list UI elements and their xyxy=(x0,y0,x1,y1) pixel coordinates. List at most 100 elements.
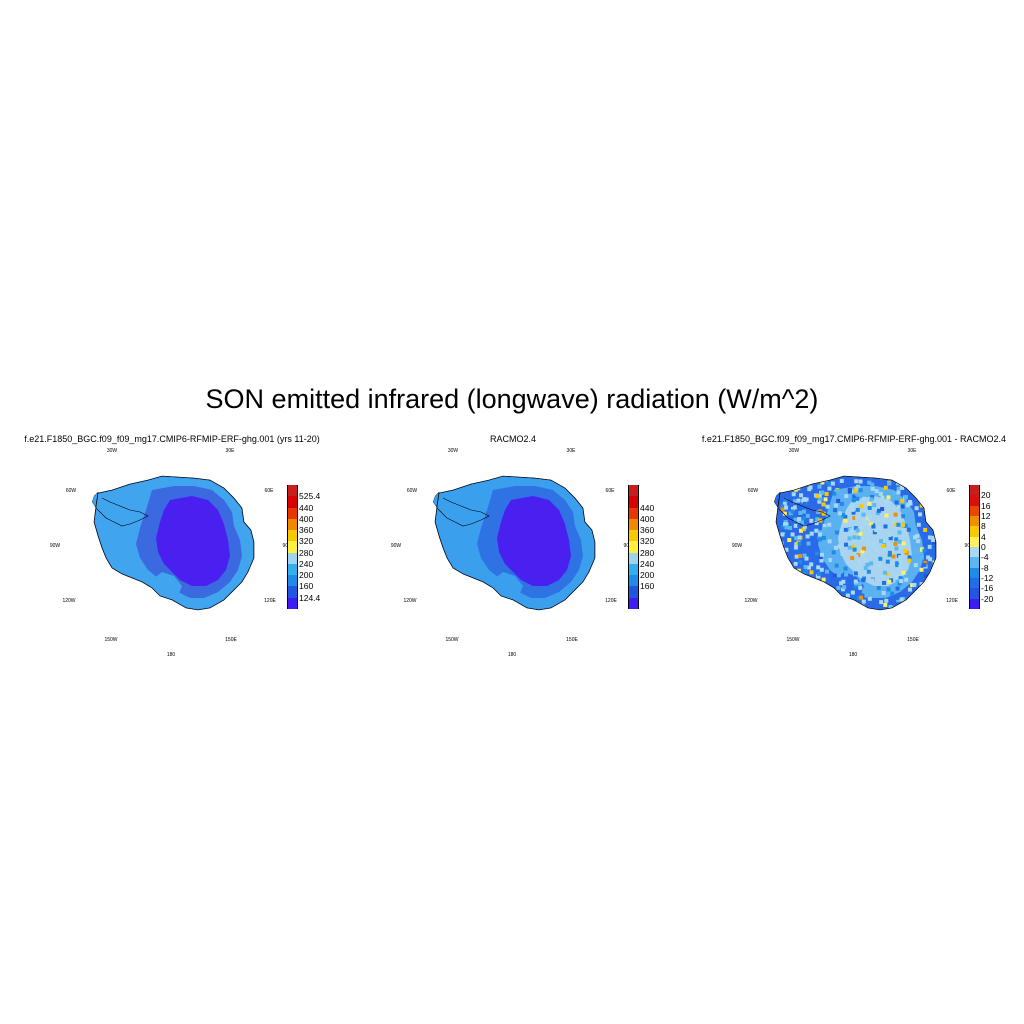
map-pixel xyxy=(818,537,823,542)
map-pixel xyxy=(911,596,916,601)
map-pixel xyxy=(815,517,820,522)
map-pixel xyxy=(798,510,803,515)
map-pixel xyxy=(907,555,912,560)
map-pixel xyxy=(794,536,799,541)
colorbar-label: 280 xyxy=(640,547,655,558)
colorbar-label: 4 xyxy=(981,531,986,542)
map-pixel xyxy=(926,555,931,560)
map-pixel xyxy=(901,541,906,546)
map-pixel xyxy=(896,486,901,491)
map-pixel xyxy=(822,523,827,528)
map-pixel xyxy=(790,509,795,514)
colorbar-label: 360 xyxy=(640,525,655,536)
longitude-label: 180 xyxy=(166,652,176,658)
colorbar-swatch xyxy=(969,536,980,548)
map-pixel xyxy=(899,604,904,609)
map-pixel xyxy=(913,591,918,596)
map-pixel xyxy=(878,491,883,496)
longitude-label: 60E xyxy=(605,488,615,494)
longitude-label: 150W xyxy=(445,637,459,643)
map-pixel xyxy=(806,581,811,586)
panel-title: f.e21.F1850_BGC.f09_f09_mg17.CMIP6-RFMIP… xyxy=(24,434,320,444)
map-ronne-shelf xyxy=(106,534,132,558)
map-pixel xyxy=(814,528,819,533)
map-pixel xyxy=(830,481,835,486)
map-pixel xyxy=(783,520,788,525)
map-pixel xyxy=(856,535,861,540)
map-pixel xyxy=(914,506,919,511)
panel-title: RACMO2.4 xyxy=(489,434,536,444)
longitude-label: 150E xyxy=(566,637,578,643)
map-pixel xyxy=(863,565,868,570)
colorbar-swatch xyxy=(287,507,298,520)
map-pixel xyxy=(798,594,803,599)
map-pixel xyxy=(869,561,874,566)
map-pixel xyxy=(836,488,841,493)
map-pixel xyxy=(854,491,859,496)
map-pixel xyxy=(802,501,807,506)
map-pixel xyxy=(787,486,792,491)
map-pixel xyxy=(924,588,929,593)
map-pixel xyxy=(850,590,855,595)
map-pixel xyxy=(847,545,852,550)
map-pixel xyxy=(887,481,892,486)
colorbar-label: 124.4 xyxy=(299,592,321,603)
colorbar-swatch xyxy=(628,518,639,531)
map-pixel xyxy=(808,485,813,490)
map-pixel xyxy=(802,524,807,529)
map-pixel xyxy=(874,548,879,553)
map-pixel xyxy=(814,521,819,526)
map-pixel xyxy=(791,478,796,483)
map-pixel xyxy=(922,500,927,505)
map-pixel xyxy=(916,522,921,527)
colorbar-swatch xyxy=(287,541,298,554)
colorbar-label: 0 xyxy=(981,542,986,552)
map-pixel xyxy=(791,492,796,497)
colorbar-swatch xyxy=(969,557,980,569)
map-pixel xyxy=(858,606,863,610)
map-pixel xyxy=(839,501,844,506)
colorbar: -20 -16 -12 -8 -4 0 4 8 12 16 20 xyxy=(969,485,1009,610)
map-pixel xyxy=(898,560,903,565)
map-pixel xyxy=(801,527,806,532)
map-pixel xyxy=(873,591,878,596)
colorbar-label: 200 xyxy=(299,570,314,581)
map-pixel xyxy=(817,499,822,504)
map-pixel xyxy=(831,550,836,555)
map-pixel xyxy=(900,486,905,491)
longitude-label: 60W xyxy=(747,488,759,494)
map-pixel xyxy=(900,568,905,573)
peninsula-coastline xyxy=(774,491,831,527)
map-pixel xyxy=(856,532,861,537)
map-pixel xyxy=(800,479,805,484)
map-pixel xyxy=(820,480,825,485)
map-pixel xyxy=(852,515,857,520)
map-pixel xyxy=(787,600,792,605)
map-pixel xyxy=(885,555,890,560)
map-pixel xyxy=(793,517,798,522)
map-pixel xyxy=(827,522,832,527)
colorbar-label: -16 xyxy=(981,583,994,594)
map-pixel xyxy=(843,518,848,523)
map-pixel xyxy=(817,493,822,498)
map-pixel xyxy=(821,502,826,507)
map-pixel xyxy=(901,606,906,610)
map-pixel xyxy=(891,554,896,559)
map-pixel xyxy=(898,542,903,547)
map-pixel xyxy=(850,555,855,560)
map-pixel xyxy=(885,559,890,564)
map-pixel xyxy=(903,548,908,553)
map-pixel xyxy=(895,595,900,600)
map-pixel xyxy=(847,487,852,492)
map-pixel xyxy=(857,581,862,586)
map-pixel xyxy=(852,547,857,552)
map-pixel xyxy=(876,586,881,591)
map-pixel xyxy=(782,501,787,506)
colorbar-label: 160 xyxy=(640,581,655,592)
colorbar-swatch xyxy=(628,563,639,576)
map-pixel xyxy=(789,481,794,486)
colorbar-swatch xyxy=(287,563,298,576)
map-pixel xyxy=(799,597,804,602)
longitude-label: 30W xyxy=(447,448,459,454)
map-pixel xyxy=(837,544,842,549)
